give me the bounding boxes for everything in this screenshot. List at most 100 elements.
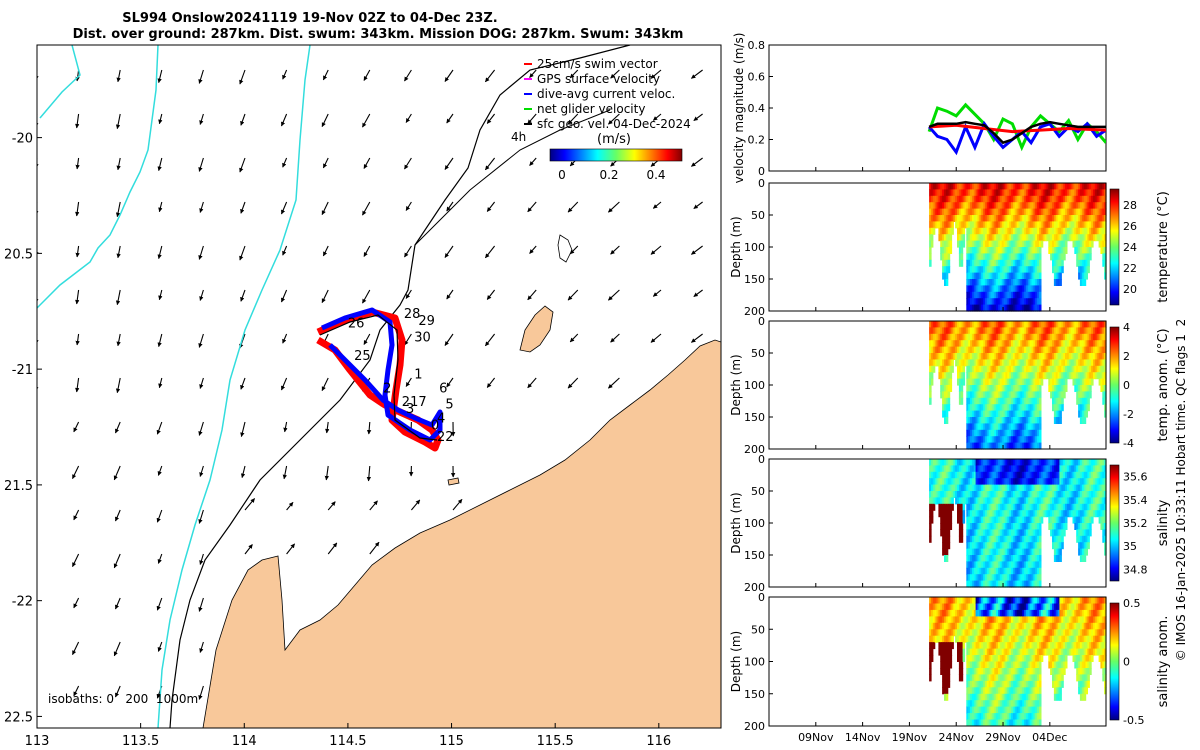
colorbar-label: salinity — [1156, 499, 1171, 546]
heatmap-cell — [1078, 215, 1081, 222]
heatmap-cell — [1068, 227, 1072, 235]
heatmap-cell — [1091, 221, 1094, 229]
heatmap-cell — [1016, 465, 1020, 473]
current-arrow — [527, 113, 537, 125]
heatmap-cell — [1055, 340, 1059, 348]
heatmap-cell — [1044, 503, 1047, 511]
heatmap-cell — [981, 202, 984, 210]
heatmap-cell — [942, 189, 945, 197]
heatmap-cell — [1031, 503, 1034, 511]
heatmap-cell — [1079, 189, 1083, 197]
heatmap-cell — [944, 215, 947, 222]
current-arrow — [157, 465, 163, 476]
heatmap-cell — [1016, 580, 1020, 588]
heatmap-cell — [970, 442, 973, 450]
heatmap-cell — [970, 561, 973, 569]
current-arrow — [199, 113, 204, 125]
heatmap-cell — [992, 580, 995, 588]
current-arrow — [691, 157, 703, 167]
current-arrow — [608, 289, 620, 301]
heatmap-cell — [1052, 391, 1055, 399]
heatmap-cell — [1081, 385, 1085, 392]
heatmap-cell — [973, 442, 977, 450]
heatmap-cell — [1083, 542, 1087, 550]
heatmap-cell — [1100, 240, 1103, 248]
heatmap-cell — [1003, 391, 1007, 399]
heatmap-cell — [1059, 378, 1062, 386]
heatmap-cell — [1048, 346, 1051, 354]
heatmap-cell — [1055, 365, 1059, 373]
heatmap-cell — [1074, 372, 1077, 380]
heatmap-cell — [929, 259, 932, 267]
heatmap-cell — [1087, 404, 1090, 412]
heatmap-cell — [1052, 491, 1055, 498]
heatmap-cell — [1083, 183, 1087, 190]
heatmap-cell — [994, 503, 997, 511]
heatmap-cell — [962, 353, 966, 360]
heatmap-cell — [940, 365, 943, 373]
heatmap-cell — [1074, 321, 1077, 328]
heatmap-cell — [1009, 359, 1012, 367]
heatmap-cell — [1007, 291, 1010, 299]
heatmap-cell — [964, 208, 967, 216]
heatmap-cell — [1016, 227, 1020, 235]
heatmap-cell — [1014, 321, 1018, 328]
heatmap-cell — [947, 353, 951, 360]
heatmap-cell — [1001, 221, 1005, 229]
heatmap-cell — [1050, 523, 1053, 530]
heatmap-cell — [1005, 221, 1008, 229]
heatmap-cell — [929, 510, 932, 518]
heatmap-cell — [1027, 378, 1031, 386]
heatmap-cell — [1066, 234, 1070, 242]
heatmap-cell — [971, 719, 975, 727]
heatmap-cell — [1068, 372, 1072, 380]
heatmap-cell — [1001, 259, 1005, 267]
heatmap-cell — [986, 353, 990, 360]
current-arrow — [240, 421, 246, 438]
heatmap-cell — [1085, 340, 1088, 348]
heatmap-cell — [1016, 497, 1020, 505]
heatmap-cell — [1044, 202, 1047, 210]
heatmap-cell — [979, 478, 982, 486]
heatmap-cell — [951, 465, 954, 473]
heatmap-cell — [992, 353, 995, 360]
heatmap-cell — [1031, 227, 1034, 235]
heatmap-cell — [1001, 353, 1005, 360]
heatmap-cell — [1011, 459, 1014, 466]
heatmap-cell — [990, 535, 993, 543]
heatmap-cell — [1037, 378, 1040, 386]
heatmap-cell — [1102, 353, 1105, 360]
heatmap-cell — [958, 668, 962, 675]
heatmap-cell — [1053, 378, 1057, 386]
heatmap-cell — [1018, 279, 1021, 286]
heatmap-cell — [1052, 503, 1055, 511]
heatmap-cell — [1093, 234, 1096, 242]
heatmap-cell — [970, 713, 973, 721]
heatmap-cell — [960, 385, 964, 392]
heatmap-cell — [1072, 333, 1075, 341]
heatmap-cell — [1091, 202, 1094, 210]
heatmap-cell — [1089, 529, 1092, 537]
heatmap-cell — [930, 597, 934, 604]
heatmap-cell — [994, 279, 997, 286]
current-arrow — [569, 333, 579, 343]
heatmap-cell — [1066, 353, 1070, 360]
heatmap-cell — [975, 183, 979, 190]
heatmap-cell — [960, 603, 964, 611]
heatmap-cell — [1040, 503, 1044, 511]
heatmap-cell — [951, 327, 954, 335]
heatmap-cell — [1027, 567, 1031, 575]
heatmap-cell — [1085, 346, 1088, 354]
heatmap-cell — [1087, 529, 1090, 537]
heatmap-cell — [971, 555, 975, 562]
heatmap-cell — [1029, 208, 1033, 216]
heatmap-cell — [1055, 491, 1059, 498]
heatmap-cell — [1074, 471, 1077, 479]
heatmap-cell — [1102, 240, 1105, 248]
heatmap-cell — [971, 484, 975, 492]
heatmap-cell — [1104, 404, 1107, 412]
heatmap-cell — [1055, 247, 1059, 254]
heatmap-cell — [1022, 253, 1025, 261]
heatmap-cell — [1104, 253, 1107, 261]
heatmap-cell — [1100, 221, 1103, 229]
